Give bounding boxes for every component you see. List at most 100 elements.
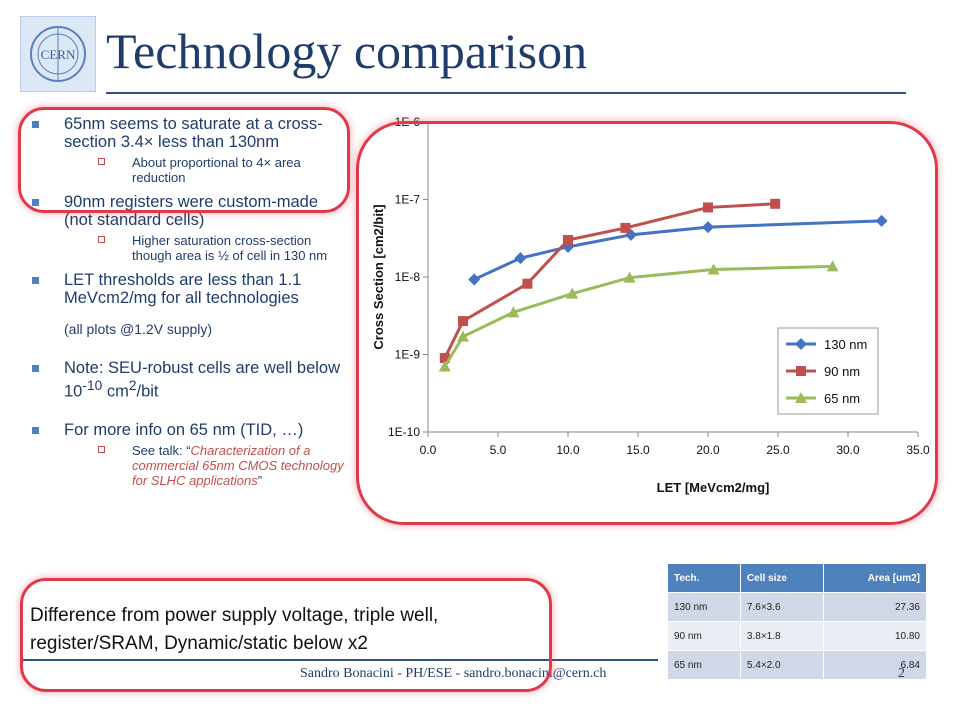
header-area: Area [um2]	[823, 563, 927, 593]
page-number: 2	[898, 666, 905, 681]
x-tick-label: 5.0	[490, 443, 507, 457]
data-point-65nm	[438, 360, 451, 372]
header-tech: Tech.	[667, 563, 741, 593]
cell-area: 6.84	[823, 650, 927, 680]
chart-background	[348, 108, 934, 520]
cell-area: 27.36	[823, 592, 927, 622]
y-tick-label: 1E-8	[395, 270, 421, 284]
bullet-square-icon	[32, 426, 39, 434]
legend-label: 65 nm	[824, 391, 860, 406]
legend-marker	[796, 366, 806, 376]
table-row: 90 nm 3.8×1.8 10.80	[667, 621, 927, 651]
data-point-130nm	[702, 221, 714, 234]
x-axis-title: LET [MeVcm2/mg]	[657, 480, 770, 495]
cern-logo: CERN	[20, 16, 96, 92]
sub-bullet-text: About proportional to 4× area reduction	[132, 155, 301, 185]
x-tick-label: 25.0	[766, 443, 790, 457]
bullet-item: 65nm seems to saturate at a cross-sectio…	[30, 115, 350, 185]
bullet-square-icon	[32, 277, 39, 284]
highlight-ring-saturation	[18, 107, 350, 213]
seu-exponent: -10	[82, 378, 103, 393]
data-point-65nm	[457, 330, 469, 342]
table-row: 65 nm 5.4×2.0 6.84	[667, 650, 927, 680]
sub-bullet-icon	[98, 445, 105, 453]
data-point-90nm	[458, 316, 468, 327]
data-point-90nm	[620, 222, 631, 233]
legend-marker	[795, 392, 807, 403]
data-point-130nm	[468, 273, 481, 286]
talk-title-link[interactable]: Characterization of a commercial 65nm CM…	[132, 442, 344, 488]
cell-tech: 65 nm	[667, 650, 741, 680]
data-point-130nm	[875, 214, 888, 227]
x-tick-label: 20.0	[696, 443, 720, 457]
data-point-90nm	[522, 278, 533, 289]
seu-unit: cm	[102, 382, 129, 401]
y-tick-label: 1E-9	[395, 348, 421, 362]
x-tick-label: 15.0	[626, 443, 650, 457]
cell-size: 3.8×1.8	[739, 621, 825, 651]
table-header-row: Tech. Cell size Area [um2]	[667, 563, 927, 593]
cross-section-chart: 1E-10 1E-9 1E-8 1E-7 1E-6 0.0 5.0 10.0 15.0 20.0 2…	[348, 108, 934, 520]
seu-text: Note: SEU-robust cells are well below 10	[64, 359, 341, 401]
technology-table: Tech. Cell size Area [um2] 130 nm 7.6×3.…	[667, 563, 927, 680]
difference-note: Difference from power supply voltage, tr…	[30, 605, 439, 654]
sub-bullet-item: About proportional to 4× area reduction	[64, 155, 350, 185]
sub-bullet-item: Higher saturation cross-section though a…	[64, 233, 350, 263]
seu-unit-exponent: 2	[128, 378, 137, 393]
footer-divider	[22, 659, 658, 661]
talk-suffix: ”	[257, 472, 263, 488]
y-tick-label: 1E-10	[388, 425, 420, 439]
bullet-square-icon	[32, 365, 39, 372]
title-divider	[106, 92, 906, 94]
table-row: 130 nm 7.6×3.6 27.36	[667, 592, 927, 622]
bullet-list: 65nm seems to saturate at a cross-sectio…	[30, 115, 350, 496]
highlight-ring-difference	[20, 578, 552, 692]
sub-bullet-item: See talk: “Characterization of a commerc…	[64, 443, 350, 488]
highlight-ring-chart	[356, 121, 938, 525]
data-point-90nm	[703, 202, 713, 213]
sub-bullet-text: Higher saturation cross-section though a…	[132, 233, 328, 263]
legend-marker	[795, 338, 807, 350]
bullet-item-seu: Note: SEU-robust cells are well below 10…	[30, 359, 350, 401]
logo-text: CERN	[41, 47, 76, 62]
cell-tech: 90 nm	[667, 621, 741, 651]
bullet-item: 90nm registers were custom-made (not sta…	[30, 193, 350, 263]
supply-note: (all plots @1.2V supply)	[64, 321, 213, 337]
y-axis-title: Cross Section [cm2/bit]	[371, 204, 386, 349]
x-tick-label: 35.0	[906, 443, 930, 457]
data-point-65nm	[826, 260, 839, 272]
data-point-130nm	[625, 228, 637, 241]
cell-tech: 130 nm	[667, 592, 741, 622]
x-tick-label: 0.0	[420, 443, 437, 457]
sub-bullet-icon	[98, 158, 105, 165]
y-tick-label: 1E-7	[395, 193, 421, 207]
data-point-65nm	[707, 263, 720, 275]
cell-size: 5.4×2.0	[739, 650, 825, 680]
x-tick-label: 10.0	[556, 443, 580, 457]
data-point-90nm	[563, 235, 573, 246]
bullet-text: LET thresholds are less than 1.1 MeVcm2/…	[64, 271, 302, 307]
sub-bullet-icon	[98, 236, 105, 243]
data-point-65nm	[507, 306, 520, 318]
seu-suffix: /bit	[136, 382, 159, 401]
data-point-90nm	[439, 353, 450, 364]
bullet-text: 90nm registers were custom-made (not sta…	[64, 193, 319, 229]
bullet-text: 65nm seems to saturate at a cross-sectio…	[64, 115, 323, 151]
more-info-text: For more info on 65 nm (TID, …)	[64, 420, 304, 439]
data-point-90nm	[770, 198, 781, 209]
bullet-item-more-info: For more info on 65 nm (TID, …) See talk…	[30, 421, 350, 488]
data-point-65nm	[623, 271, 636, 283]
legend-label: 130 nm	[824, 337, 867, 352]
data-point-130nm	[514, 252, 527, 265]
data-point-65nm	[566, 287, 579, 299]
header-cell-size: Cell size	[739, 563, 825, 593]
cell-area: 10.80	[823, 621, 927, 651]
series-line-130nm	[473, 219, 882, 281]
bullet-item: LET thresholds are less than 1.1 MeVcm2/…	[30, 271, 350, 307]
talk-prefix: See talk: “	[132, 442, 191, 458]
cell-size: 7.6×3.6	[739, 592, 825, 622]
page-title: Technology comparison	[106, 23, 588, 79]
x-tick-label: 30.0	[836, 443, 860, 457]
legend-label: 90 nm	[824, 364, 860, 379]
